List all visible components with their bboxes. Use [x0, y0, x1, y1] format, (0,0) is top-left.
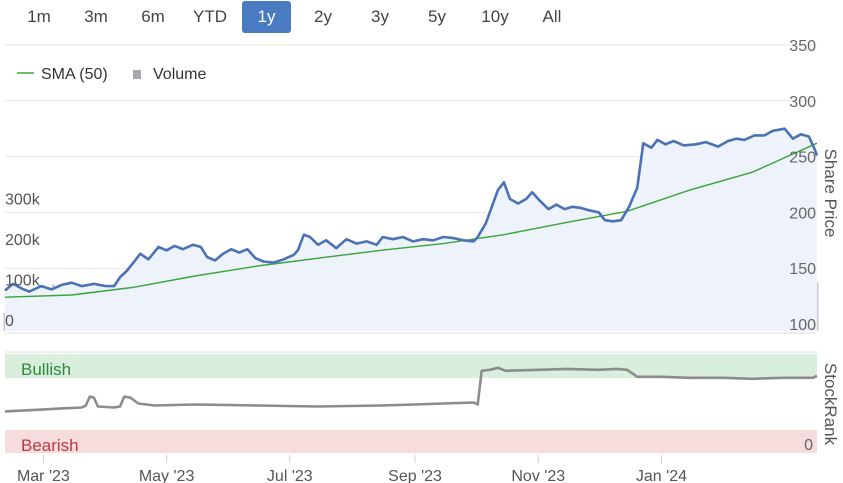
volume-axis: 0 100k 200k 300k	[5, 192, 41, 331]
price-axis: 100 150 200 250 300 350	[789, 38, 816, 334]
range-button-10y[interactable]: 10y	[481, 7, 509, 26]
sma-line	[4, 142, 818, 298]
stockrank-panel: Bullish Bearish 0 StockRank	[4, 351, 840, 455]
volume-tick-label: 100k	[5, 273, 41, 290]
volume-tick-label: 200k	[5, 232, 41, 249]
price-tick-label: 150	[789, 261, 816, 278]
price-area	[5, 128, 817, 331]
range-button-all[interactable]: All	[542, 7, 562, 26]
x-tick-label: Mar '23	[17, 468, 70, 483]
stockrank-line	[4, 366, 818, 413]
x-axis: Mar '23 May '23 Jul '23 Sep '23 Nov '23 Jan '…	[17, 455, 687, 483]
price-tick-label: 300	[789, 94, 816, 111]
range-button-ytd[interactable]: YTD	[193, 7, 227, 26]
x-tick-label: Jul '23	[267, 468, 313, 483]
x-tick-label: Sep '23	[388, 468, 442, 483]
price-tick-label: 350	[789, 38, 816, 55]
price-axis-title: Share Price	[821, 149, 840, 238]
volume-tick-label: 0	[5, 313, 14, 330]
stockrank-axis-title: StockRank	[821, 363, 840, 446]
range-button-2y[interactable]: 2y	[314, 7, 332, 26]
volume-tick-label: 300k	[5, 192, 41, 209]
bullish-label: Bullish	[21, 360, 71, 379]
range-button-3y[interactable]: 3y	[371, 7, 389, 26]
legend-sma-label[interactable]: SMA (50)	[41, 66, 108, 83]
price-tick-label: 200	[789, 205, 816, 222]
x-tick-label: May '23	[139, 468, 195, 483]
x-tick-label: Nov '23	[511, 468, 565, 483]
price-tick-label: 250	[789, 150, 816, 167]
range-button-3m[interactable]: 3m	[84, 7, 108, 26]
stockrank-zero-label: 0	[804, 437, 813, 454]
bullish-band	[5, 354, 817, 378]
bearish-label: Bearish	[21, 436, 79, 455]
legend: SMA (50) Volume	[17, 66, 206, 83]
range-selector: 1m 3m 6m YTD 1y 2y 3y 5y 10y All	[0, 0, 600, 36]
x-tick-label: Jan '24	[636, 468, 687, 483]
range-button-1m[interactable]: 1m	[27, 7, 51, 26]
legend-volume-label[interactable]: Volume	[153, 66, 206, 83]
range-button-1y[interactable]: 1y	[242, 1, 291, 33]
price-line	[4, 127, 819, 293]
bearish-band	[5, 430, 817, 453]
range-button-5y[interactable]: 5y	[428, 7, 446, 26]
range-button-6m[interactable]: 6m	[141, 7, 165, 26]
legend-volume-swatch	[133, 70, 141, 79]
price-tick-label: 100	[789, 317, 816, 334]
